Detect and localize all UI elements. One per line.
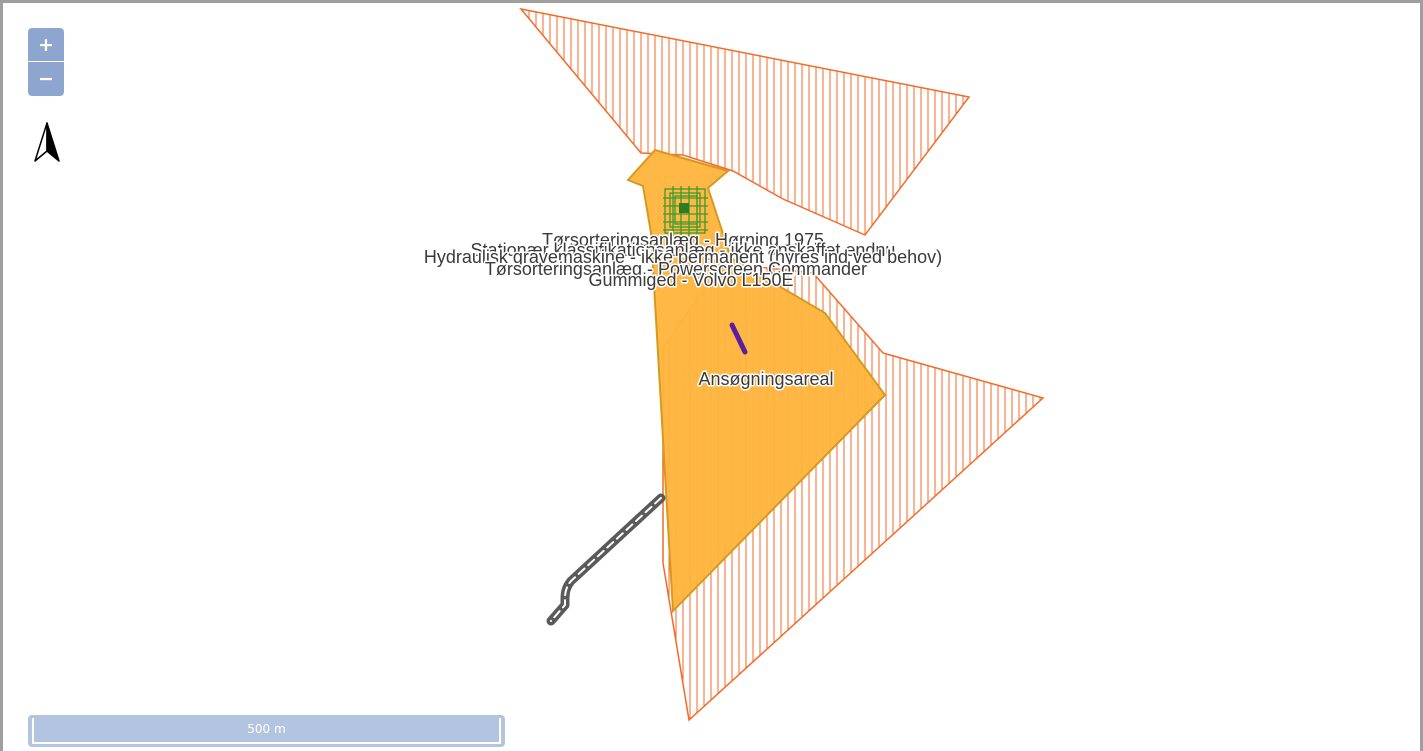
label-gravemaskine: Hydraulisk gravemaskine - ikke permanent… (424, 247, 942, 267)
label-stationaer: Stationær klassifikationsanlæg - ikke an… (471, 240, 896, 260)
scale-bar-label: 500 m (247, 722, 286, 736)
north-arrow-icon (34, 122, 60, 162)
hatched-zone-north[interactable] (519, 7, 971, 236)
scale-bar: 500 m (28, 715, 505, 747)
zoom-out-button[interactable]: − (28, 62, 64, 96)
zoom-control: + − (28, 28, 64, 96)
scale-bar-line (32, 718, 501, 744)
map-canvas[interactable]: Tørsorteringsanlæg - Hørning 1975 Statio… (3, 3, 1420, 751)
label-powerscreen: Tørsorteringsanlæg - Powerscreen Command… (485, 259, 867, 279)
label-torsortering-horning: Tørsorteringsanlæg - Hørning 1975 (542, 230, 824, 250)
access-road[interactable] (546, 493, 666, 626)
label-gummiged: Gummiged - Volvo L150E (588, 270, 793, 290)
zoom-in-button[interactable]: + (28, 28, 64, 62)
application-area-polygon[interactable] (626, 148, 887, 614)
purple-line-marker[interactable] (729, 322, 748, 355)
equipment-cluster[interactable] (663, 186, 708, 238)
label-ansoegningsareal: Ansøgningsareal (698, 369, 833, 389)
